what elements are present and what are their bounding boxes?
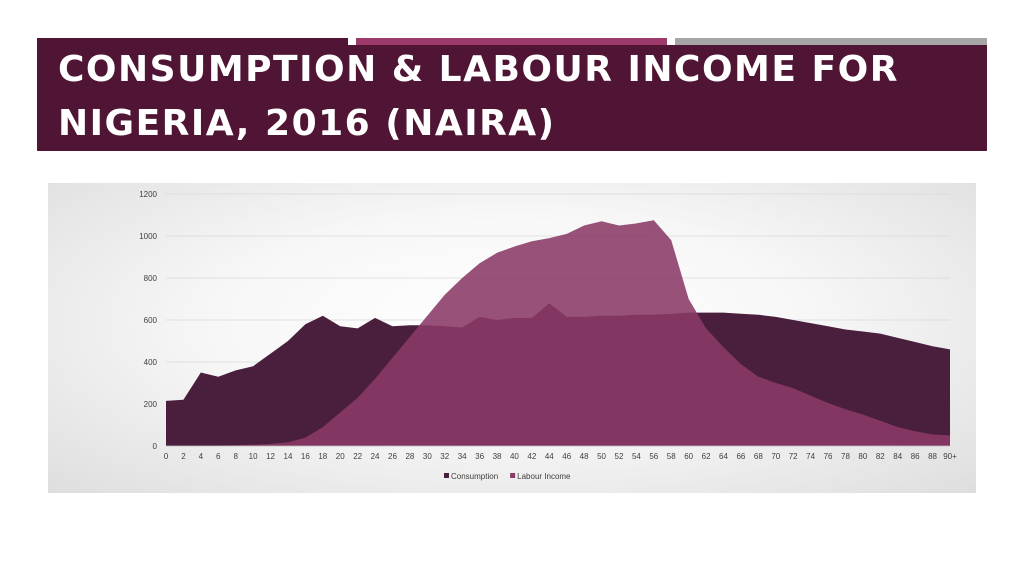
x-axis-ticks: 0 2 4 6 8 10 12 14 16 18 20 22 24 26 28 30 32 34 36 38 40 42 4… [164, 452, 957, 461]
area-labour-income [166, 220, 950, 446]
x-tick-label: 80 [858, 452, 867, 461]
x-tick-label: 38 [493, 452, 502, 461]
y-tick-label: 200 [144, 400, 158, 409]
x-tick-label: 86 [911, 452, 920, 461]
x-tick-label: 78 [841, 452, 850, 461]
x-tick-label: 20 [336, 452, 345, 461]
x-tick-label: 4 [199, 452, 204, 461]
x-tick-label: 84 [893, 452, 902, 461]
x-tick-label: 22 [353, 452, 362, 461]
y-tick-label: 1200 [139, 190, 157, 199]
x-tick-label: 16 [301, 452, 310, 461]
x-tick-label: 68 [754, 452, 763, 461]
x-tick-label: 2 [181, 452, 186, 461]
x-tick-label: 0 [164, 452, 169, 461]
x-tick-label: 60 [684, 452, 693, 461]
legend-label: Consumption [451, 472, 498, 481]
chart-panel: 0 200 400 600 800 1000 1200 0 2 4 6 8 10 12 14 16 18 20 2… [48, 183, 976, 493]
x-tick-label: 70 [771, 452, 780, 461]
x-tick-label: 56 [649, 452, 658, 461]
x-tick-label: 36 [475, 452, 484, 461]
y-tick-label: 600 [144, 316, 158, 325]
x-tick-label: 64 [719, 452, 728, 461]
y-axis-ticks: 0 200 400 600 800 1000 1200 [139, 190, 157, 451]
accent-bar-1 [37, 38, 348, 45]
x-tick-label: 66 [736, 452, 745, 461]
slide-title: CONSUMPTION & LABOUR INCOME FOR NIGERIA,… [58, 45, 899, 151]
y-tick-label: 0 [153, 442, 158, 451]
x-tick-label: 6 [216, 452, 221, 461]
legend: Consumption Labour Income [444, 472, 571, 481]
x-tick-label: 46 [562, 452, 571, 461]
x-tick-label: 90+ [943, 452, 957, 461]
x-tick-label: 42 [527, 452, 536, 461]
x-tick-label: 26 [388, 452, 397, 461]
y-tick-label: 1000 [139, 232, 157, 241]
x-tick-label: 28 [405, 452, 414, 461]
legend-label: Labour Income [517, 472, 571, 481]
x-tick-label: 12 [266, 452, 275, 461]
x-tick-label: 14 [284, 452, 293, 461]
title-line-2: NIGERIA, 2016 (NAIRA) [58, 103, 556, 144]
x-tick-label: 40 [510, 452, 519, 461]
x-tick-label: 50 [597, 452, 606, 461]
x-tick-label: 18 [318, 452, 327, 461]
chart-areas [166, 220, 950, 447]
x-tick-label: 48 [580, 452, 589, 461]
x-tick-label: 62 [702, 452, 711, 461]
title-line-1: CONSUMPTION & LABOUR INCOME FOR [58, 49, 899, 90]
x-tick-label: 8 [233, 452, 238, 461]
x-tick-label: 72 [789, 452, 798, 461]
x-tick-label: 34 [458, 452, 467, 461]
x-tick-label: 54 [632, 452, 641, 461]
x-tick-label: 24 [371, 452, 380, 461]
accent-bar-3 [675, 38, 987, 45]
y-tick-label: 800 [144, 274, 158, 283]
x-tick-label: 88 [928, 452, 937, 461]
legend-swatch [444, 473, 449, 478]
x-tick-label: 82 [876, 452, 885, 461]
x-tick-label: 76 [824, 452, 833, 461]
x-tick-label: 32 [440, 452, 449, 461]
x-tick-label: 58 [667, 452, 676, 461]
y-tick-label: 400 [144, 358, 158, 367]
accent-bar-2 [356, 38, 667, 45]
x-tick-label: 74 [806, 452, 815, 461]
x-tick-label: 10 [249, 452, 258, 461]
x-tick-label: 44 [545, 452, 554, 461]
title-banner: CONSUMPTION & LABOUR INCOME FOR NIGERIA,… [37, 45, 987, 151]
x-tick-label: 30 [423, 452, 432, 461]
legend-swatch [510, 473, 516, 478]
x-tick-label: 52 [615, 452, 624, 461]
